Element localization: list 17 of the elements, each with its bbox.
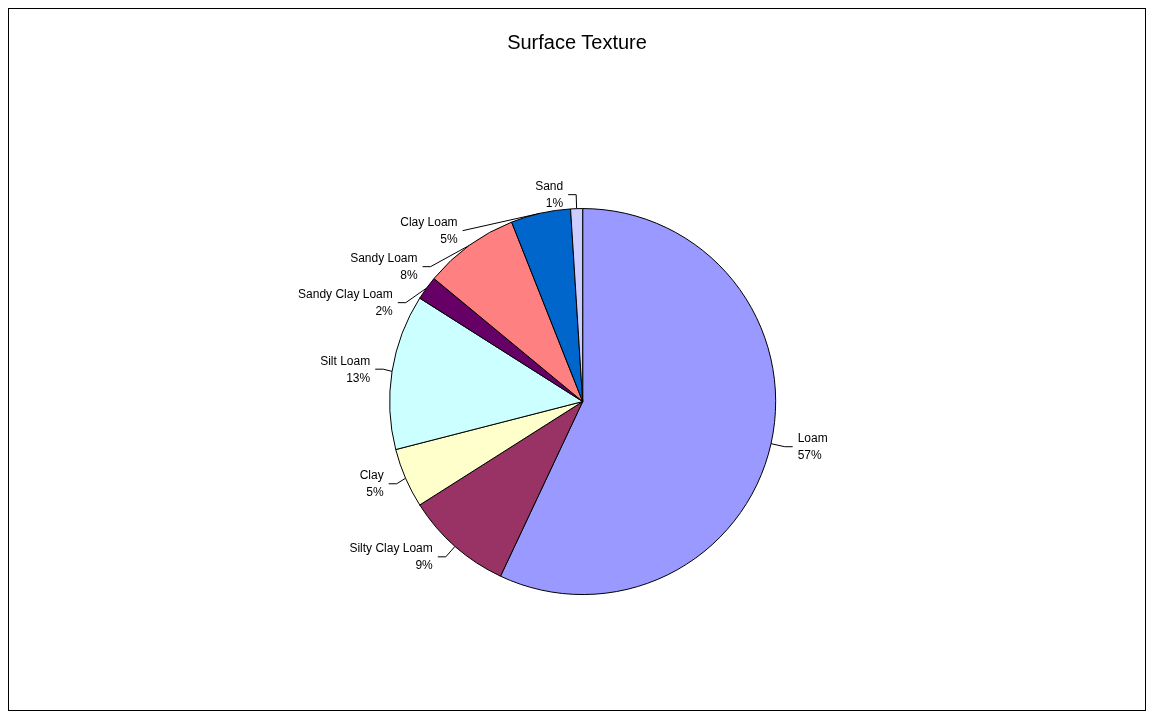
slice-label: Sand xyxy=(535,179,564,194)
data-label: 5% xyxy=(366,485,385,500)
slice-label: Sandy Clay Loam xyxy=(298,287,393,302)
data-label: 5% xyxy=(440,232,458,247)
chart-title: Surface Texture xyxy=(507,31,647,53)
slice-label: Sandy Loam xyxy=(350,251,418,266)
slice-label: Silty Clay Loam xyxy=(349,541,433,556)
slice-label: Clay Loam xyxy=(400,215,458,230)
data-label: 57% xyxy=(797,448,823,463)
data-label: 13% xyxy=(346,370,371,385)
slice-label: Clay xyxy=(359,468,384,483)
data-label: 9% xyxy=(415,558,434,573)
data-label: 8% xyxy=(400,268,418,283)
slice-label: Silt Loam xyxy=(320,353,371,368)
data-label: 1% xyxy=(545,196,564,211)
slice-label: Loam xyxy=(797,431,828,446)
data-label: 2% xyxy=(375,304,394,319)
